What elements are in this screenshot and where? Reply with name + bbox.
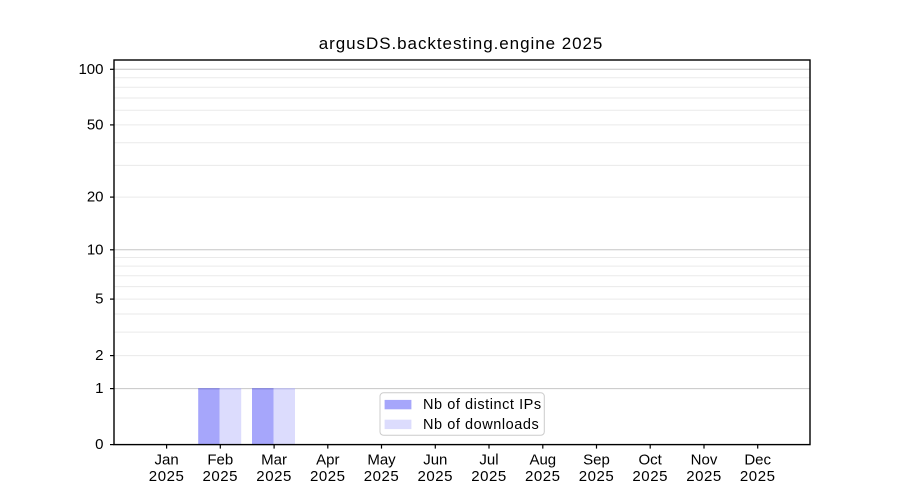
- svg-text:Sep: Sep: [583, 451, 610, 468]
- svg-text:100: 100: [78, 61, 103, 78]
- svg-text:5: 5: [95, 291, 103, 308]
- svg-text:2025: 2025: [364, 468, 400, 485]
- svg-text:Oct: Oct: [639, 451, 663, 468]
- svg-text:Aug: Aug: [529, 451, 556, 468]
- svg-text:Jul: Jul: [479, 451, 498, 468]
- svg-text:2: 2: [95, 347, 103, 364]
- svg-text:2025: 2025: [579, 468, 615, 485]
- svg-text:2025: 2025: [471, 468, 507, 485]
- svg-text:Jun: Jun: [423, 451, 447, 468]
- svg-text:2025: 2025: [740, 468, 776, 485]
- svg-text:Nb of downloads: Nb of downloads: [423, 417, 539, 433]
- svg-text:2025: 2025: [256, 468, 292, 485]
- svg-text:Dec: Dec: [744, 451, 771, 468]
- svg-text:2025: 2025: [149, 468, 185, 485]
- svg-text:Nov: Nov: [691, 451, 718, 468]
- svg-text:2025: 2025: [203, 468, 239, 485]
- svg-text:Feb: Feb: [207, 451, 233, 468]
- svg-text:2025: 2025: [686, 468, 722, 485]
- svg-text:1: 1: [95, 380, 103, 397]
- svg-text:50: 50: [87, 116, 104, 133]
- svg-text:10: 10: [87, 241, 104, 258]
- svg-text:2025: 2025: [310, 468, 346, 485]
- svg-text:Apr: Apr: [316, 451, 339, 468]
- svg-text:argusDS.backtesting.engine 202: argusDS.backtesting.engine 2025: [319, 34, 604, 53]
- svg-text:Nb of distinct IPs: Nb of distinct IPs: [423, 397, 542, 413]
- svg-text:20: 20: [87, 189, 104, 206]
- svg-text:2025: 2025: [418, 468, 454, 485]
- svg-text:2025: 2025: [632, 468, 668, 485]
- svg-text:0: 0: [95, 436, 103, 453]
- svg-text:2025: 2025: [525, 468, 561, 485]
- svg-text:May: May: [367, 451, 396, 468]
- svg-text:Jan: Jan: [155, 451, 179, 468]
- svg-text:Mar: Mar: [261, 451, 287, 468]
